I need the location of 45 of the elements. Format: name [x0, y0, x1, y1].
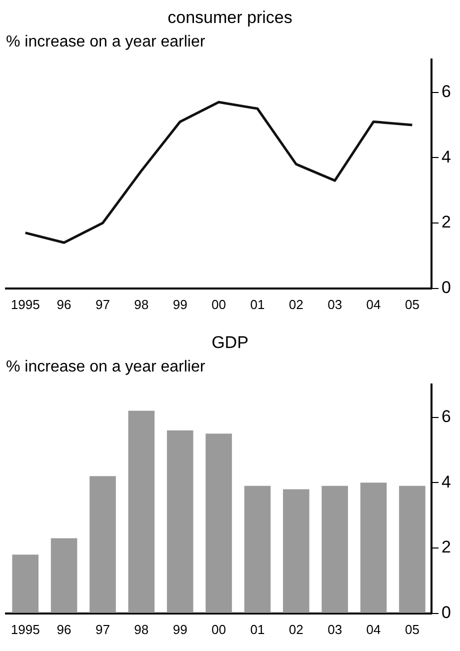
x-tick-label: 1995: [10, 622, 40, 637]
x-tick-label: 96: [56, 622, 72, 637]
y-tick-label: 0: [442, 278, 452, 298]
bar: [244, 486, 271, 613]
bar: [50, 538, 78, 613]
x-tick-label: 02: [288, 296, 304, 312]
chart-title: consumer prices: [168, 8, 292, 27]
y-tick-label: 0: [442, 603, 452, 622]
x-tick-label: 1995: [10, 296, 40, 312]
x-tick-label: 03: [328, 296, 342, 312]
y-axis-title: % increase on a year earlier: [6, 358, 206, 376]
x-tick-label: 98: [134, 622, 149, 637]
bar: [322, 486, 348, 613]
y-tick-label: 6: [442, 406, 452, 426]
x-tick-label: 01: [250, 622, 265, 637]
x-tick-label: 04: [366, 622, 381, 637]
x-tick-label: 00: [212, 296, 226, 312]
y-tick-label: 4: [442, 147, 452, 166]
y-tick-label: 2: [442, 212, 452, 232]
x-tick-label: 03: [328, 622, 342, 637]
bar: [166, 430, 194, 613]
x-tick-label: 04: [366, 296, 381, 312]
bar: [12, 554, 38, 613]
chart-title: GDP: [212, 332, 248, 352]
bar: [399, 486, 426, 613]
y-tick-label: 6: [442, 82, 452, 101]
bar: [206, 434, 232, 613]
bar: [128, 410, 155, 613]
bar: [360, 482, 387, 613]
x-tick-label: 00: [212, 622, 226, 637]
bar: [282, 489, 310, 613]
x-tick-label: 97: [95, 622, 110, 637]
x-tick-label: 05: [404, 622, 420, 637]
x-tick-label: 01: [250, 296, 265, 312]
x-tick-label: 97: [95, 296, 110, 312]
bar: [90, 476, 116, 613]
y-tick-label: 4: [442, 472, 452, 492]
x-tick-label: 96: [56, 296, 72, 312]
x-tick-label: 05: [404, 296, 420, 312]
x-tick-label: 99: [172, 622, 188, 637]
x-tick-label: 02: [288, 622, 304, 637]
y-axis-title: % increase on a year earlier: [6, 33, 206, 50]
x-tick-label: 99: [172, 296, 188, 312]
x-tick-label: 98: [134, 296, 149, 312]
y-tick-label: 2: [442, 538, 452, 557]
